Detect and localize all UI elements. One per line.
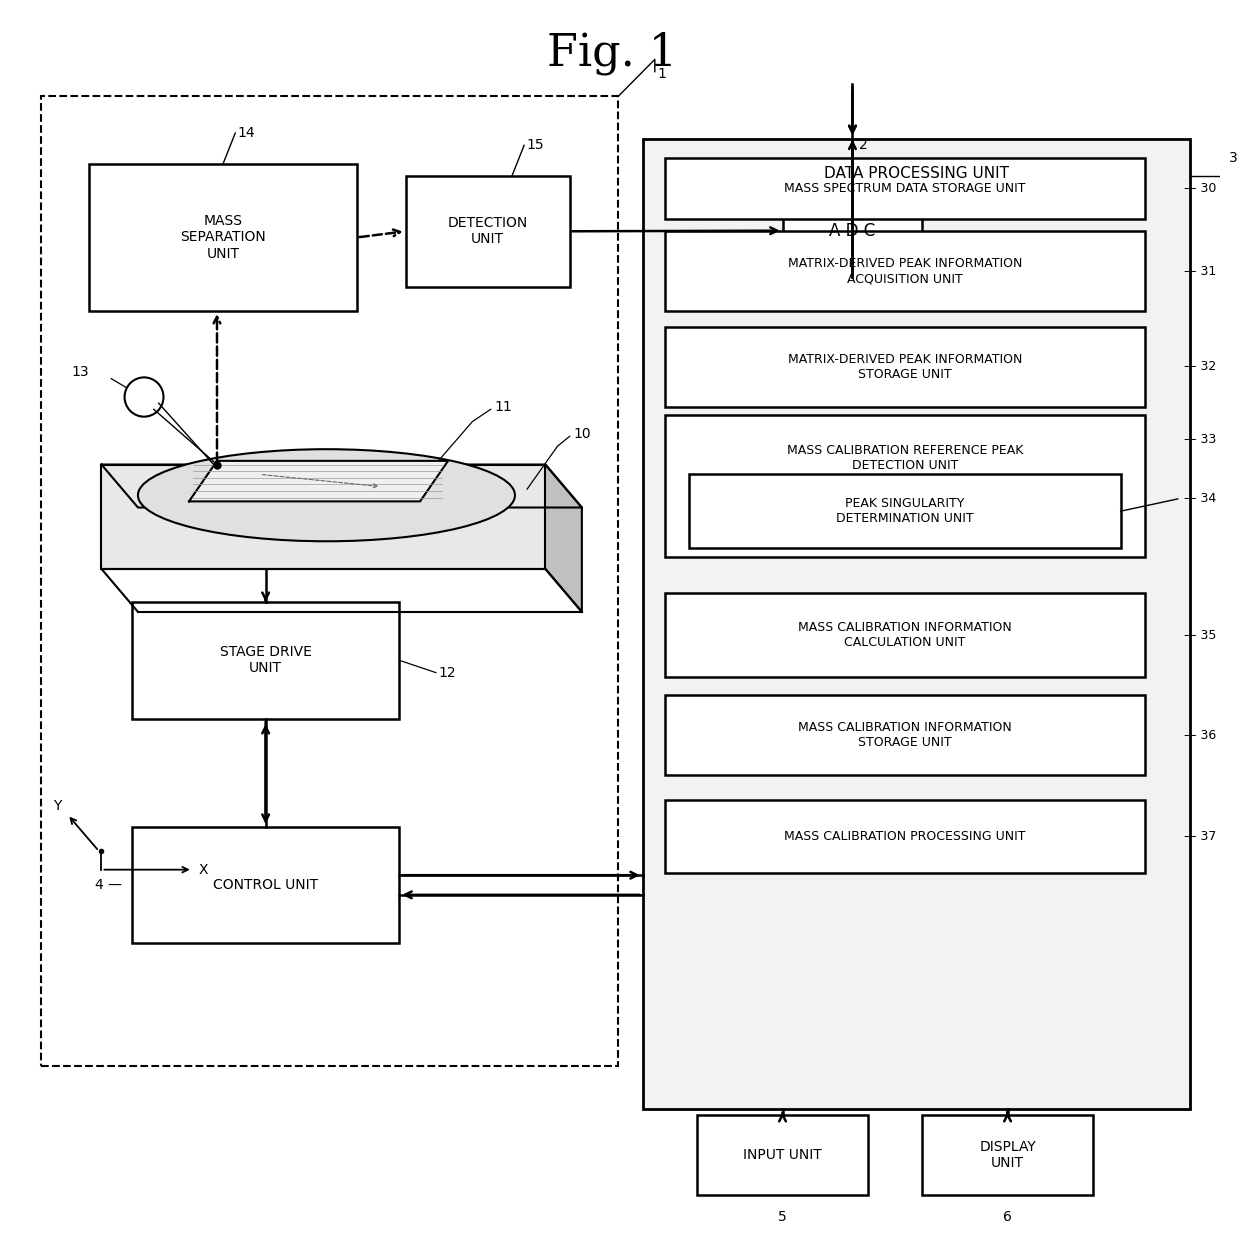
Text: MASS CALIBRATION PROCESSING UNIT: MASS CALIBRATION PROCESSING UNIT	[784, 831, 1025, 843]
Bar	[923, 1115, 1092, 1195]
Bar	[665, 231, 1145, 311]
Text: Y: Y	[53, 798, 62, 813]
Text: PEAK SINGULARITY
DETERMINATION UNIT: PEAK SINGULARITY DETERMINATION UNIT	[836, 497, 973, 525]
Circle shape	[124, 377, 164, 417]
Bar	[665, 593, 1145, 677]
Text: INPUT UNIT: INPUT UNIT	[743, 1148, 822, 1162]
Bar	[131, 602, 399, 718]
Bar	[131, 827, 399, 943]
Ellipse shape	[138, 449, 515, 541]
Bar	[41, 96, 619, 1067]
Text: — 37: — 37	[1184, 831, 1216, 843]
Bar	[89, 163, 357, 311]
Text: DATA PROCESSING UNIT: DATA PROCESSING UNIT	[823, 166, 1009, 182]
Text: 5: 5	[779, 1210, 787, 1224]
Text: — 32: — 32	[1184, 361, 1216, 373]
Text: — 35: — 35	[1184, 629, 1216, 641]
Text: MASS CALIBRATION INFORMATION
CALCULATION UNIT: MASS CALIBRATION INFORMATION CALCULATION…	[797, 622, 1012, 649]
Text: 2: 2	[858, 138, 867, 152]
Text: 10: 10	[573, 426, 591, 441]
Text: 6: 6	[1003, 1210, 1012, 1224]
Text: MASS SPECTRUM DATA STORAGE UNIT: MASS SPECTRUM DATA STORAGE UNIT	[784, 182, 1025, 195]
Text: 4 —: 4 —	[95, 878, 122, 892]
Polygon shape	[102, 465, 582, 508]
Text: — 31: — 31	[1184, 265, 1216, 278]
Text: 1: 1	[657, 67, 666, 82]
Text: MATRIX-DERIVED PEAK INFORMATION
ACQUISITION UNIT: MATRIX-DERIVED PEAK INFORMATION ACQUISIT…	[787, 257, 1022, 286]
Text: — 33: — 33	[1184, 434, 1216, 446]
Text: — 30: — 30	[1184, 182, 1216, 195]
Text: MASS CALIBRATION REFERENCE PEAK
DETECTION UNIT: MASS CALIBRATION REFERENCE PEAK DETECTIO…	[786, 445, 1023, 472]
Text: 13: 13	[72, 366, 89, 379]
Text: — 34: — 34	[1184, 492, 1216, 506]
Bar	[665, 800, 1145, 874]
Bar	[642, 140, 1190, 1109]
Bar	[665, 328, 1145, 407]
Text: DETECTION
UNIT: DETECTION UNIT	[448, 216, 528, 246]
Polygon shape	[102, 465, 546, 569]
Text: 11: 11	[495, 399, 512, 414]
Bar	[689, 475, 1121, 548]
Text: A D C: A D C	[830, 221, 875, 240]
Bar	[782, 184, 923, 277]
Text: MATRIX-DERIVED PEAK INFORMATION
STORAGE UNIT: MATRIX-DERIVED PEAK INFORMATION STORAGE …	[787, 353, 1022, 381]
Text: X: X	[198, 863, 208, 876]
Text: 3: 3	[1229, 151, 1238, 164]
Text: CONTROL UNIT: CONTROL UNIT	[213, 878, 319, 892]
Text: — 36: — 36	[1184, 729, 1216, 742]
Bar	[405, 176, 569, 287]
Polygon shape	[188, 461, 448, 502]
Text: Fig. 1: Fig. 1	[547, 32, 677, 75]
Bar	[665, 415, 1145, 556]
Bar	[665, 696, 1145, 775]
Bar	[665, 158, 1145, 219]
Polygon shape	[546, 465, 582, 612]
Text: 15: 15	[527, 138, 544, 152]
Text: 14: 14	[238, 126, 255, 140]
Text: MASS CALIBRATION INFORMATION
STORAGE UNIT: MASS CALIBRATION INFORMATION STORAGE UNI…	[797, 722, 1012, 749]
Text: DISPLAY
UNIT: DISPLAY UNIT	[980, 1140, 1035, 1170]
Text: STAGE DRIVE
UNIT: STAGE DRIVE UNIT	[219, 645, 311, 675]
Bar	[697, 1115, 868, 1195]
Text: 12: 12	[439, 666, 456, 680]
Text: MASS
SEPARATION
UNIT: MASS SEPARATION UNIT	[180, 214, 265, 261]
